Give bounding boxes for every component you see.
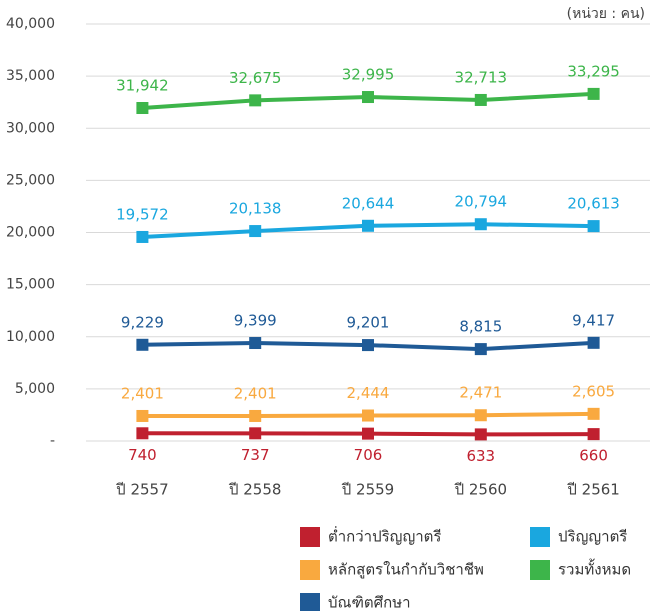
marker: [249, 225, 262, 238]
data-label: 32,675: [229, 69, 282, 87]
legend-swatch: [530, 560, 550, 580]
data-label: 20,794: [455, 193, 508, 211]
data-label: 9,417: [572, 311, 615, 329]
marker: [249, 409, 262, 422]
data-label: 20,644: [342, 194, 395, 212]
data-label: 2,444: [347, 384, 390, 402]
marker: [136, 230, 149, 243]
legend-label: รวมทั้งหมด: [558, 559, 631, 579]
data-label: 2,401: [121, 384, 164, 402]
data-label: 9,201: [347, 314, 390, 332]
y-tick-label: 35,000: [6, 68, 55, 84]
data-label: 2,605: [572, 382, 615, 400]
data-label: 31,942: [116, 77, 169, 95]
legend-swatch: [300, 560, 320, 580]
marker: [136, 102, 149, 115]
legend-swatch: [300, 593, 320, 611]
marker: [587, 87, 600, 100]
marker: [474, 428, 487, 441]
marker: [587, 407, 600, 420]
y-tick-label: 10,000: [6, 329, 55, 345]
data-label: 2,471: [459, 384, 502, 402]
y-tick-label: -: [50, 433, 55, 449]
marker: [474, 218, 487, 231]
y-tick-label: 15,000: [6, 277, 55, 293]
marker: [362, 409, 374, 422]
marker: [474, 93, 487, 106]
marker: [362, 339, 374, 352]
data-label: 19,572: [116, 205, 169, 223]
legend-swatch: [530, 527, 550, 547]
marker: [136, 427, 149, 440]
legend-label: หลักสูตรในกำกับวิชาชีพ: [328, 561, 484, 579]
x-tick-label: ปี 2558: [228, 481, 281, 499]
legend-label: ต่ำกว่าปริญญาตรี: [328, 526, 441, 546]
y-tick-label: 30,000: [6, 120, 55, 136]
data-label: 32,995: [342, 66, 395, 84]
legend-label: ปริญญาตรี: [558, 528, 627, 546]
marker: [587, 220, 600, 233]
y-tick-label: 5,000: [15, 381, 55, 397]
marker: [249, 337, 262, 350]
x-tick-label: ปี 2560: [454, 481, 507, 499]
data-label: 32,713: [455, 68, 508, 86]
x-tick-label: ปี 2557: [115, 481, 168, 499]
marker: [587, 336, 600, 349]
data-label: 33,295: [567, 62, 620, 80]
marker: [474, 409, 487, 422]
data-label: 2,401: [234, 384, 277, 402]
y-tick-label: 25,000: [6, 172, 55, 188]
x-tick-label: ปี 2559: [341, 481, 394, 499]
legend-label: บัณฑิตศึกษา: [328, 594, 411, 611]
marker: [136, 338, 149, 351]
y-tick-label: 40,000: [6, 16, 55, 32]
data-label: 20,138: [229, 200, 282, 218]
marker: [362, 219, 374, 232]
data-label: 740: [128, 446, 157, 464]
marker: [474, 343, 487, 356]
data-label: 8,815: [459, 318, 502, 336]
y-tick-label: 20,000: [6, 225, 55, 241]
marker: [587, 428, 600, 441]
marker: [249, 427, 262, 440]
x-tick-label: ปี 2561: [566, 481, 619, 499]
data-label: 737: [241, 446, 270, 464]
legend-swatch: [300, 527, 320, 547]
data-label: 660: [579, 447, 608, 465]
marker: [136, 409, 149, 422]
data-label: 633: [466, 447, 495, 465]
marker: [249, 94, 262, 107]
marker: [362, 427, 374, 440]
data-label: 20,613: [567, 195, 620, 213]
data-label: 706: [354, 446, 383, 464]
data-label: 9,229: [121, 313, 164, 331]
unit-annotation: (หน่วย : คน): [567, 6, 645, 22]
marker: [362, 91, 374, 104]
data-label: 9,399: [234, 312, 277, 330]
